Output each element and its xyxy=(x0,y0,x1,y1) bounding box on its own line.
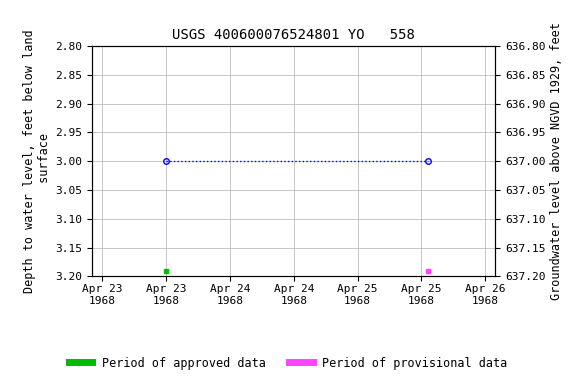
Title: USGS 400600076524801 YO   558: USGS 400600076524801 YO 558 xyxy=(172,28,415,42)
Y-axis label: Depth to water level, feet below land
 surface: Depth to water level, feet below land su… xyxy=(23,30,51,293)
Legend: Period of approved data, Period of provisional data: Period of approved data, Period of provi… xyxy=(64,352,512,374)
Y-axis label: Groundwater level above NGVD 1929, feet: Groundwater level above NGVD 1929, feet xyxy=(550,22,563,300)
